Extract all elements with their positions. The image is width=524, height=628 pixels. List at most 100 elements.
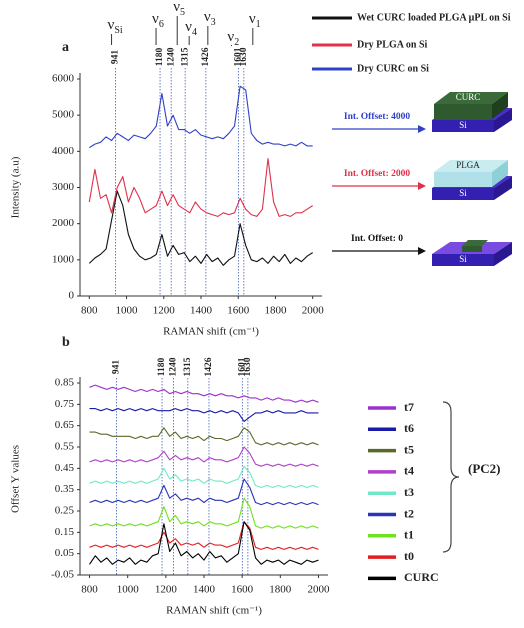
- y-tick-label: 0: [69, 290, 75, 302]
- y-tick-label: 0.15: [55, 526, 75, 538]
- mode-label: ν1: [249, 11, 261, 30]
- x-tick-label: 1000: [117, 584, 140, 596]
- x-tick-label: 1200: [155, 584, 178, 596]
- sample-icon: [432, 240, 512, 266]
- y-tick-label: 5000: [52, 109, 75, 121]
- series-line: [89, 521, 319, 565]
- mode-symbol: ν: [204, 9, 211, 25]
- mode-symbol: ν: [152, 11, 159, 27]
- legend-label: t4: [404, 464, 414, 478]
- series-line: [89, 85, 313, 149]
- mode-label: ν4: [185, 19, 197, 38]
- y-tick-label: -0.05: [51, 569, 74, 581]
- peak-label: 1426: [204, 357, 214, 376]
- sample-substrate: Si: [459, 188, 467, 198]
- series-line: [89, 478, 319, 506]
- x-axis-title: RAMAN shift (cm⁻¹): [163, 326, 259, 338]
- series-line: [88, 190, 313, 266]
- series-line: [88, 158, 313, 217]
- mode-subscript: 5: [180, 7, 185, 18]
- legend-label: Dry CURC on Si: [357, 63, 429, 74]
- mode-symbol: ν: [249, 11, 256, 27]
- x-tick-label: 2000: [302, 305, 325, 317]
- peak-label: 1630: [243, 357, 253, 376]
- mode-subscript: 2: [234, 37, 239, 48]
- legend-label: t7: [404, 400, 414, 414]
- mode-label: ν3: [204, 9, 216, 28]
- offset-arrowhead: [418, 247, 426, 255]
- offset-arrowhead: [418, 182, 426, 190]
- brace: [442, 401, 460, 553]
- y-tick-label: 1000: [52, 253, 75, 265]
- sample-substrate: Si: [459, 254, 467, 264]
- peak-label: 1630: [239, 47, 249, 66]
- x-tick-label: 1000: [116, 305, 139, 317]
- peak-label: 1601: [234, 47, 244, 66]
- x-tick-label: 1400: [190, 305, 213, 317]
- peak-label: 1180: [157, 358, 167, 377]
- mode-symbol: ν: [173, 0, 180, 15]
- mode-symbol: ν: [108, 17, 115, 33]
- legend-label: Wet CURC loaded PLGA μPL on Si: [357, 12, 511, 23]
- peak-label: 1601: [238, 357, 248, 376]
- series-line: [89, 497, 319, 529]
- series-line: [89, 384, 319, 403]
- sample-icon: [432, 92, 512, 132]
- peak-label: 941: [111, 50, 121, 65]
- peak-label: 1426: [201, 47, 211, 66]
- y-tick-label: 0.45: [55, 462, 75, 474]
- peak-label: 1240: [166, 47, 176, 66]
- series-line: [89, 408, 319, 422]
- group-label: (PC2): [468, 461, 501, 476]
- y-tick-label: 0.65: [55, 419, 75, 431]
- series-line: [89, 427, 319, 446]
- mode-label: νSi: [108, 17, 123, 36]
- mode-symbol: ν: [227, 29, 234, 45]
- legend-label: t0: [404, 549, 414, 563]
- y-axis-title: Intensity (a.u): [10, 156, 22, 218]
- x-tick-label: 2000: [307, 584, 330, 596]
- mode-subscript: Si: [114, 25, 123, 36]
- mode-symbol: ν: [185, 19, 192, 35]
- series-line: [89, 521, 319, 550]
- series-line: [89, 465, 319, 489]
- offset-arrowhead: [418, 125, 426, 133]
- y-tick-label: 4000: [52, 145, 75, 157]
- legend-label: t6: [404, 421, 414, 435]
- series-line: [89, 446, 319, 467]
- offset-label: Int. Offset: 4000: [344, 112, 410, 122]
- offset-label: Int. Offset: 2000: [344, 169, 410, 179]
- x-tick-label: 1600: [231, 584, 254, 596]
- legend-label: Dry PLGA on Si: [357, 39, 428, 50]
- legend-label: t3: [404, 485, 414, 499]
- x-axis-title: RAMAN shift (cm⁻¹): [166, 605, 262, 617]
- y-tick-label: 0.75: [55, 398, 75, 410]
- x-tick-label: 800: [81, 584, 98, 596]
- y-tick-label: 2000: [52, 217, 75, 229]
- mode-label: ν5: [173, 0, 185, 18]
- offset-label: Int. Offset: 0: [351, 234, 403, 244]
- x-tick-label: 800: [81, 305, 98, 317]
- sample-layer: PLGA: [456, 160, 480, 170]
- x-tick-label: 1200: [153, 305, 176, 317]
- y-tick-label: 0.55: [55, 441, 75, 453]
- y-tick-label: 3000: [52, 181, 75, 193]
- x-tick-label: 1800: [269, 584, 292, 596]
- peak-label: 1315: [183, 357, 193, 376]
- y-axis-title: Offset Y values: [10, 445, 22, 513]
- legend-label: t1: [404, 528, 414, 542]
- sample-icon: [432, 160, 512, 200]
- panel-label: b: [62, 335, 70, 350]
- mode-subscript: 3: [211, 17, 216, 28]
- peak-label: 1240: [169, 357, 179, 376]
- sample-substrate: Si: [459, 120, 467, 130]
- sample-layer: CURC: [456, 92, 481, 102]
- legend-label: CURC: [404, 570, 439, 584]
- peak-label: 1180: [155, 48, 165, 67]
- mode-label: ν6: [152, 11, 164, 30]
- y-tick-label: 0.35: [55, 483, 75, 495]
- legend-label: t2: [404, 506, 414, 520]
- mode-subscript: 6: [159, 19, 164, 30]
- peak-label: 1315: [180, 47, 190, 66]
